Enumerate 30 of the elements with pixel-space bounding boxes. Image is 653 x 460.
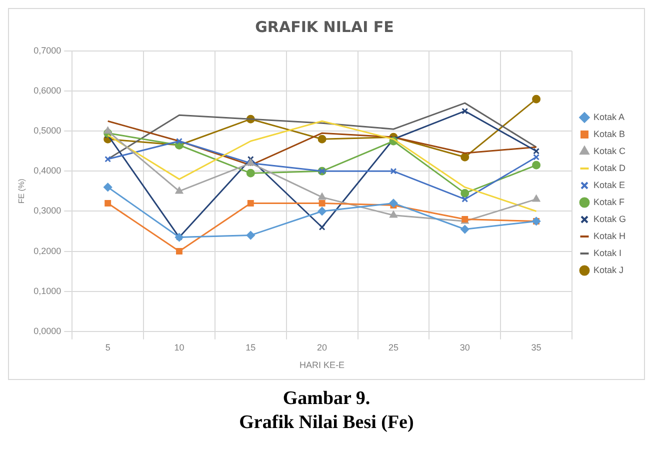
legend-label: Kotak B [593, 128, 626, 139]
y-tick-label: 0,3000 [34, 206, 62, 216]
x-tick-label: 30 [460, 342, 470, 352]
y-tick-label: 0,1000 [34, 286, 62, 296]
chart-title: GRAFIK NILAI FE [255, 18, 394, 36]
legend-label: Kotak A [593, 112, 625, 122]
text: Grafik Nilai Besi (Fe) [238, 412, 415, 434]
x-tick-label: 20 [317, 342, 328, 352]
x-tick-label: 5 [105, 342, 110, 352]
legend-label: Kotak D [593, 162, 626, 173]
legend-label: Kotak F [593, 196, 625, 207]
x-tick-label: 25 [388, 342, 398, 352]
x-tick-label: 15 [246, 342, 256, 352]
y-tick-label: 0,2000 [34, 246, 62, 256]
y-tick-label: 0,7000 [34, 45, 62, 56]
y-axis-title: FE (%) [17, 178, 26, 204]
legend-label: Kotak I [593, 248, 622, 258]
y-tick-label: 0,6000 [34, 86, 62, 96]
x-axis-title: HARI KE-E [300, 360, 345, 370]
x-tick-label: 10 [174, 342, 184, 352]
y-tick-label: 0,4000 [34, 166, 62, 176]
legend-label: Kotak J [593, 264, 624, 275]
legend-label: Kotak G [593, 214, 626, 224]
legend-label: Kotak C [593, 146, 626, 156]
y-tick-label: 0,5000 [34, 126, 62, 136]
y-tick-label: 0,0000 [34, 326, 62, 336]
x-tick-label: 35 [531, 342, 542, 352]
legend-label: Kotak H [593, 230, 626, 241]
legend-label: Kotak E [593, 180, 626, 190]
text: Gambar 9. [282, 388, 372, 410]
